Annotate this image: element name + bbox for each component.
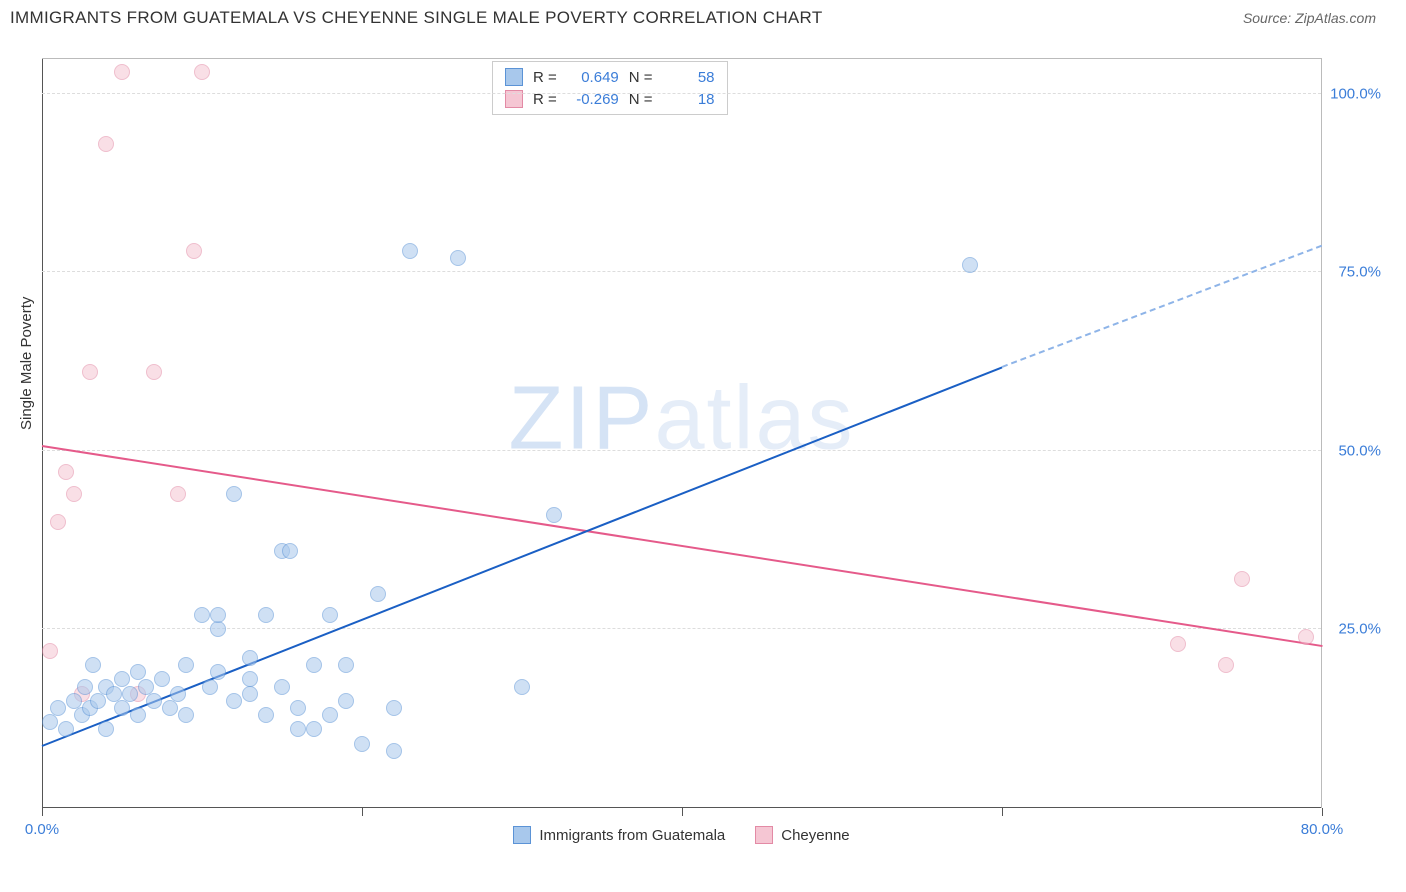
legend-bottom: Immigrants from Guatemala Cheyenne — [42, 826, 1321, 844]
chart-title: IMMIGRANTS FROM GUATEMALA VS CHEYENNE SI… — [10, 8, 823, 28]
y-tick-label: 100.0% — [1330, 85, 1381, 102]
legend-n-label: N = — [629, 69, 653, 86]
data-point — [258, 707, 274, 723]
swatch-icon — [513, 826, 531, 844]
y-axis — [42, 59, 43, 808]
data-point — [194, 64, 210, 80]
data-point — [242, 686, 258, 702]
data-point — [962, 257, 978, 273]
data-point — [210, 664, 226, 680]
x-tick — [42, 808, 43, 816]
data-point — [50, 700, 66, 716]
data-point — [186, 243, 202, 259]
data-point — [370, 586, 386, 602]
data-point — [306, 721, 322, 737]
data-point — [194, 607, 210, 623]
data-point — [42, 714, 58, 730]
data-point — [210, 607, 226, 623]
data-point — [42, 643, 58, 659]
x-tick — [1002, 808, 1003, 816]
data-point — [202, 679, 218, 695]
data-point — [546, 507, 562, 523]
data-point — [170, 486, 186, 502]
data-point — [98, 721, 114, 737]
data-point — [1170, 636, 1186, 652]
regression-line — [1002, 245, 1323, 368]
data-point — [386, 700, 402, 716]
y-axis-title: Single Male Poverty — [18, 297, 35, 430]
data-point — [1298, 629, 1314, 645]
x-tick — [362, 808, 363, 816]
data-point — [402, 243, 418, 259]
legend-label: Immigrants from Guatemala — [539, 827, 725, 844]
data-point — [58, 464, 74, 480]
data-point — [242, 650, 258, 666]
data-point — [122, 686, 138, 702]
swatch-icon — [755, 826, 773, 844]
x-tick — [682, 808, 683, 816]
data-point — [290, 700, 306, 716]
data-point — [290, 721, 306, 737]
plot-area: ZIPatlas R = 0.649 N = 58 R = -0.269 N =… — [42, 58, 1322, 808]
gridline — [42, 271, 1321, 272]
source-label: Source: ZipAtlas.com — [1243, 10, 1376, 26]
y-tick-label: 25.0% — [1338, 621, 1381, 638]
data-point — [162, 700, 178, 716]
data-point — [170, 686, 186, 702]
x-tick — [1322, 808, 1323, 816]
data-point — [450, 250, 466, 266]
data-point — [178, 707, 194, 723]
data-point — [210, 621, 226, 637]
data-point — [282, 543, 298, 559]
data-point — [226, 486, 242, 502]
gridline — [42, 450, 1321, 451]
x-tick-label: 80.0% — [1301, 821, 1344, 838]
swatch-icon — [505, 68, 523, 86]
data-point — [338, 693, 354, 709]
data-point — [77, 679, 93, 695]
regression-line — [42, 445, 1322, 647]
legend-n-value: 58 — [663, 69, 715, 86]
data-point — [274, 679, 290, 695]
data-point — [50, 514, 66, 530]
data-point — [114, 700, 130, 716]
data-point — [98, 136, 114, 152]
legend-r-label: R = — [533, 69, 557, 86]
legend-r-value: 0.649 — [567, 69, 619, 86]
data-point — [146, 364, 162, 380]
legend-top: R = 0.649 N = 58 R = -0.269 N = 18 — [492, 61, 728, 115]
data-point — [90, 693, 106, 709]
gridline — [42, 93, 1321, 94]
data-point — [258, 607, 274, 623]
data-point — [386, 743, 402, 759]
legend-row: R = -0.269 N = 18 — [505, 88, 715, 110]
data-point — [1218, 657, 1234, 673]
x-tick-label: 0.0% — [25, 821, 59, 838]
data-point — [226, 693, 242, 709]
data-point — [306, 657, 322, 673]
data-point — [514, 679, 530, 695]
data-point — [130, 707, 146, 723]
data-point — [178, 657, 194, 673]
y-tick-label: 50.0% — [1338, 442, 1381, 459]
gridline — [42, 628, 1321, 629]
data-point — [1234, 571, 1250, 587]
legend-item: Immigrants from Guatemala — [513, 826, 725, 844]
data-point — [82, 364, 98, 380]
data-point — [66, 486, 82, 502]
data-point — [58, 721, 74, 737]
legend-row: R = 0.649 N = 58 — [505, 66, 715, 88]
data-point — [146, 693, 162, 709]
data-point — [322, 707, 338, 723]
data-point — [322, 607, 338, 623]
legend-label: Cheyenne — [781, 827, 849, 844]
data-point — [114, 64, 130, 80]
watermark: ZIPatlas — [508, 367, 854, 470]
data-point — [354, 736, 370, 752]
legend-item: Cheyenne — [755, 826, 849, 844]
y-tick-label: 75.0% — [1338, 264, 1381, 281]
data-point — [338, 657, 354, 673]
data-point — [85, 657, 101, 673]
data-point — [154, 671, 170, 687]
